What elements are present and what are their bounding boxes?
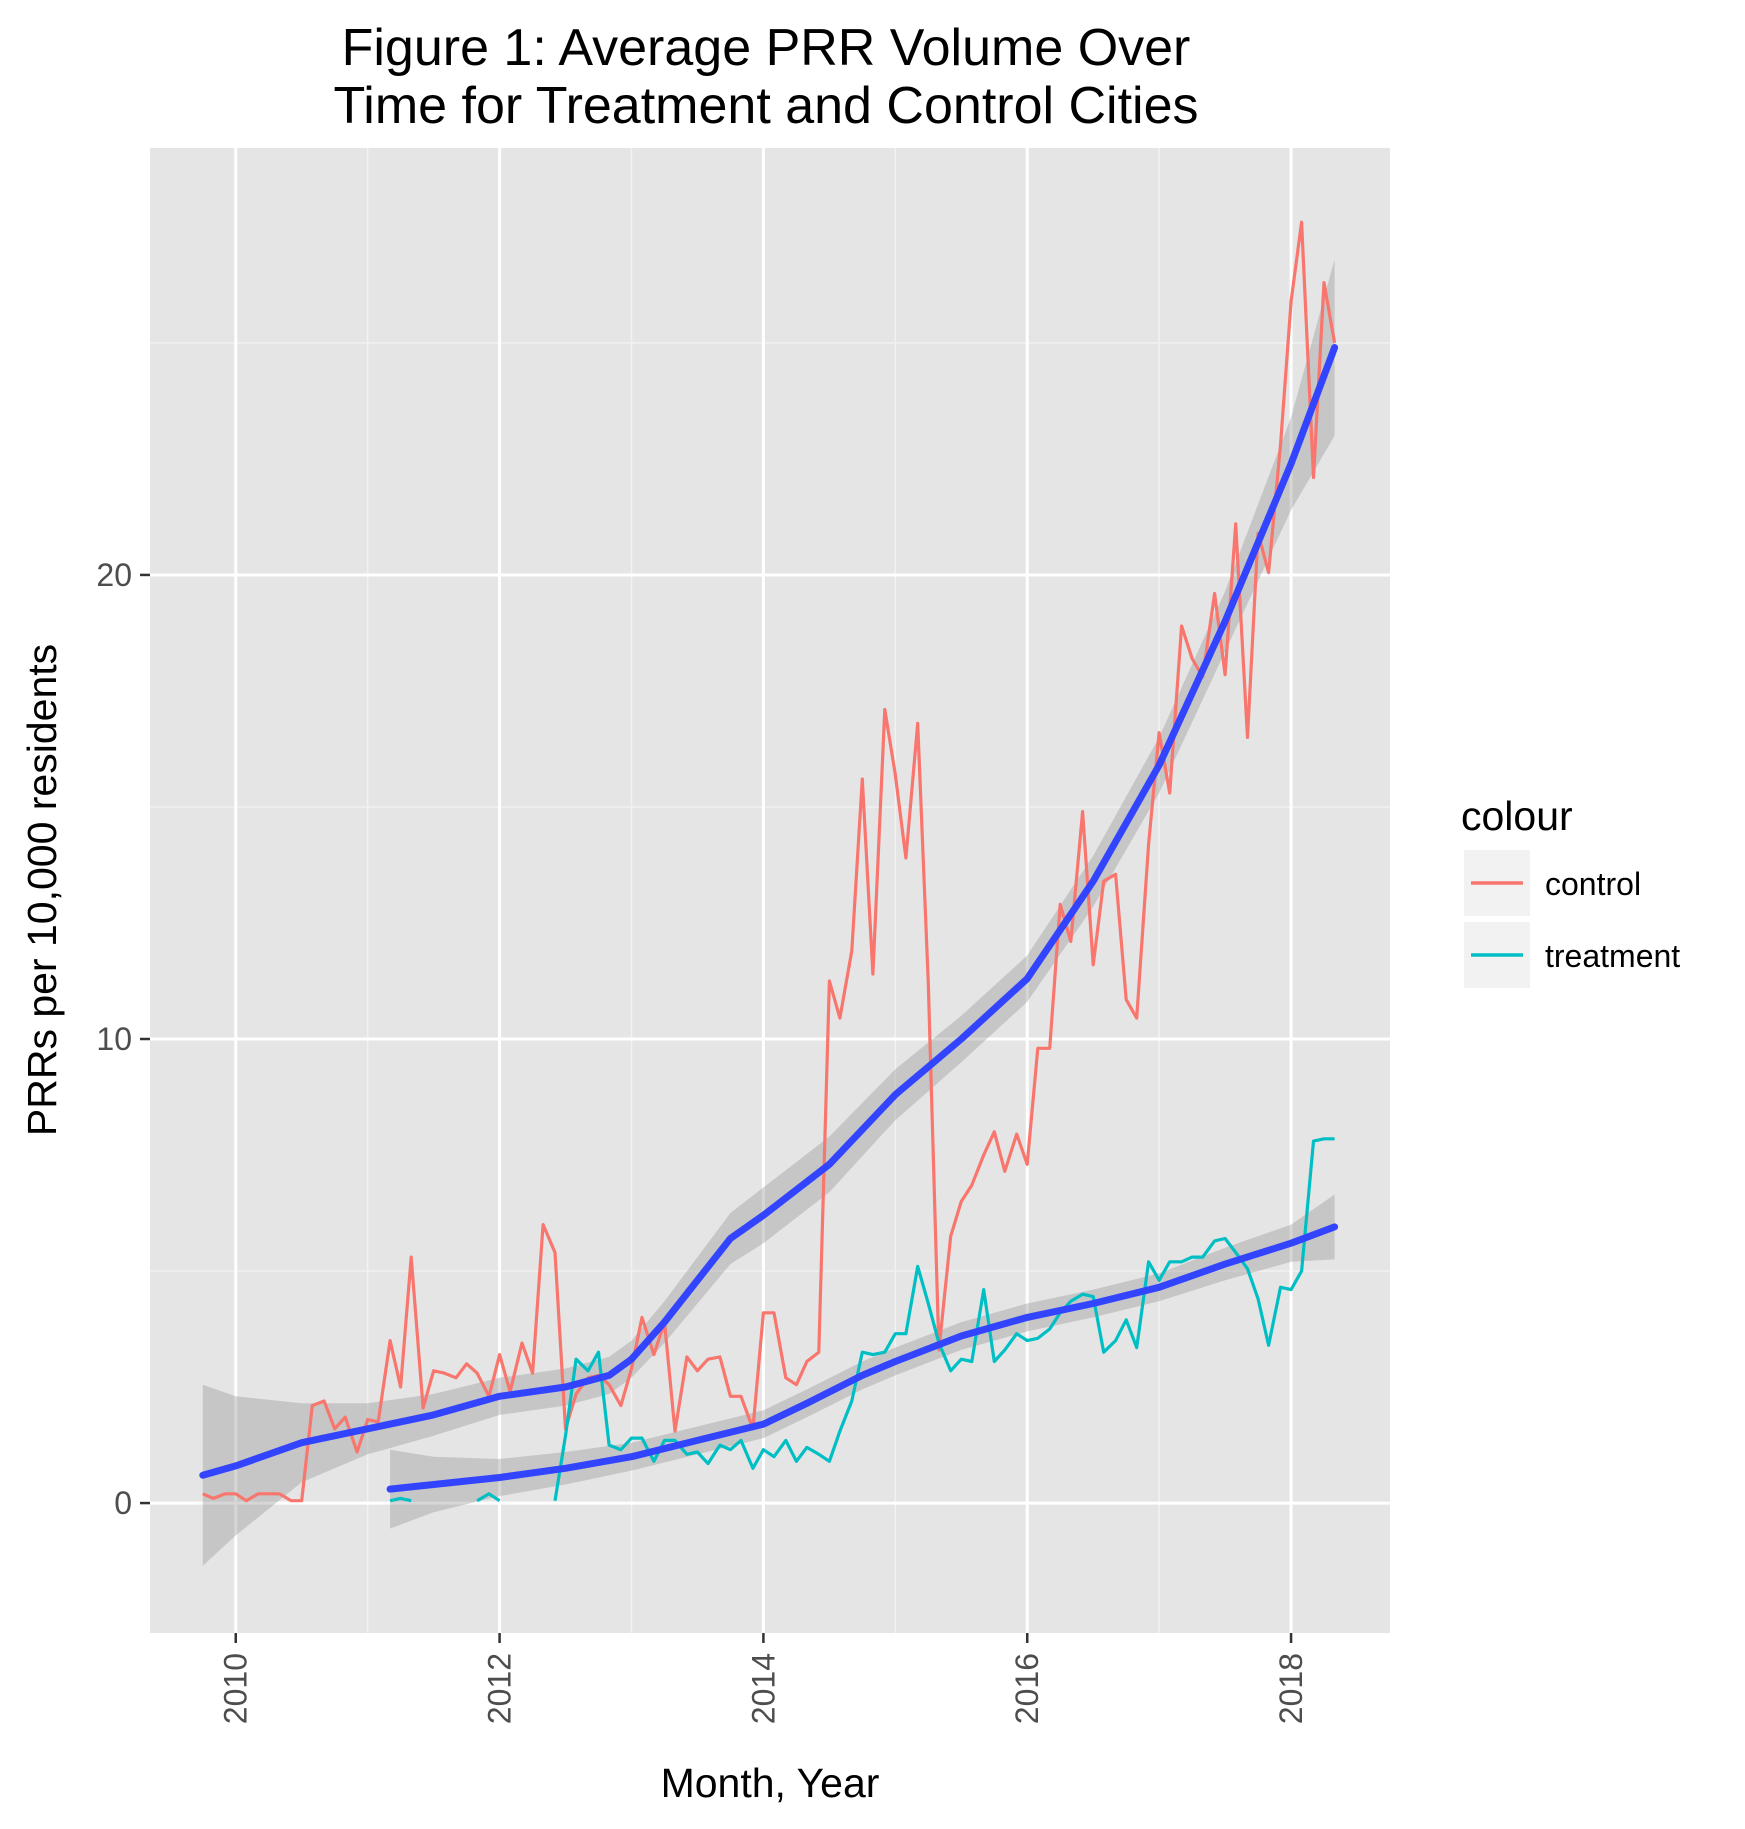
x-tick-label: 2014 — [745, 1653, 781, 1724]
major-gridlines — [150, 148, 1390, 1633]
series-line-treatment — [389, 1496, 412, 1503]
y-axis: 0 10 20 — [96, 557, 150, 1521]
x-tick-label: 2010 — [218, 1653, 254, 1724]
series-line-treatment — [553, 1137, 1335, 1501]
legend-label-control: control — [1545, 866, 1641, 902]
smooth-lines — [199, 344, 1339, 1493]
chart-title: Figure 1: Average PRR Volume Over Time f… — [333, 19, 1198, 135]
x-axis: 2010 2012 2014 2016 2018 — [218, 1633, 1309, 1724]
x-tick-label: 2018 — [1273, 1653, 1309, 1724]
legend-label-treatment: treatment — [1545, 938, 1680, 974]
legend: colour control treatment — [1461, 793, 1680, 988]
plot-panel — [150, 148, 1390, 1633]
x-tick-label: 2016 — [1009, 1653, 1045, 1724]
chart-title-line-2: Time for Treatment and Control Cities — [333, 77, 1198, 135]
minor-gridlines — [150, 148, 1390, 1633]
smooth-line-treatment — [386, 1223, 1339, 1493]
y-axis-title: PRRs per 10,000 residents — [19, 644, 65, 1136]
series-line-control — [202, 220, 1337, 1503]
y-tick-label: 20 — [96, 557, 132, 593]
legend-title: colour — [1461, 793, 1573, 839]
ci-ribbon-control — [202, 259, 1335, 1566]
y-tick-label: 0 — [114, 1485, 132, 1521]
series-line-treatment — [476, 1492, 501, 1503]
smooth-line-control — [199, 344, 1339, 1479]
series-lines — [202, 220, 1337, 1503]
x-tick-label: 2012 — [482, 1653, 518, 1724]
chart-title-line-1: Figure 1: Average PRR Volume Over — [342, 19, 1191, 77]
x-axis-title: Month, Year — [661, 1760, 880, 1806]
y-tick-label: 10 — [96, 1021, 132, 1057]
